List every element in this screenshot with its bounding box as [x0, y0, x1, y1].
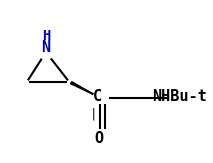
Text: ||: ||	[89, 108, 105, 121]
Text: O: O	[95, 131, 104, 146]
Text: C: C	[92, 89, 102, 104]
Text: N: N	[41, 40, 50, 55]
Text: H: H	[42, 29, 50, 43]
Text: NHBu-t: NHBu-t	[152, 89, 207, 104]
